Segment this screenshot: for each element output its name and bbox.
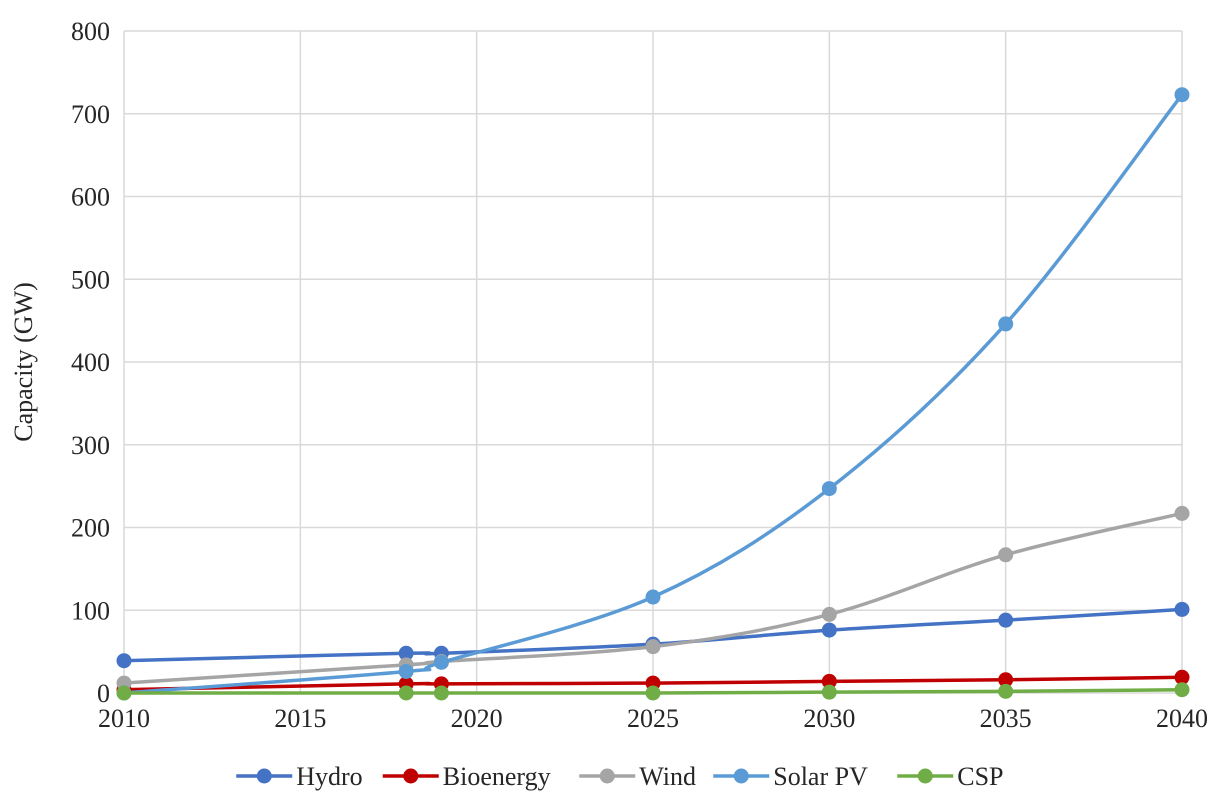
x-tick-label: 2025	[627, 704, 679, 733]
x-tick-label: 2020	[451, 704, 503, 733]
data-point-csp	[116, 685, 132, 701]
data-point-wind	[1174, 505, 1190, 521]
data-point-hydro	[821, 622, 837, 638]
legend-label: Wind	[639, 762, 696, 791]
y-tick-label: 0	[97, 679, 110, 708]
data-point-bioenergy	[998, 672, 1014, 688]
data-point-csp	[998, 683, 1014, 699]
data-point-hydro	[1174, 601, 1190, 617]
legend-item-wind: Wind	[579, 762, 696, 791]
series-group	[116, 87, 1190, 701]
data-point-csp	[821, 684, 837, 700]
axes: 0 100 200 300 400 500 600 700 800 2010 2015 2020 202…	[71, 17, 1208, 733]
data-point-solar-pv	[398, 663, 414, 679]
y-tick-label: 200	[71, 514, 110, 543]
data-point-csp	[398, 685, 414, 701]
data-point-wind	[645, 639, 661, 655]
data-point-csp	[645, 685, 661, 701]
y-tick-label: 500	[71, 265, 110, 294]
y-axis-title: Capacity (GW)	[9, 282, 38, 442]
data-point-wind	[821, 606, 837, 622]
legend: Hydro Bioenergy Wind Solar PV CSP	[236, 762, 1004, 791]
data-point-bioenergy	[821, 673, 837, 689]
data-point-csp	[433, 685, 449, 701]
y-tick-label: 300	[71, 431, 110, 460]
legend-item-hydro: Hydro	[236, 762, 363, 791]
y-tick-label: 100	[71, 596, 110, 625]
series-solar-pv	[116, 87, 1190, 701]
data-point-solar-pv	[1174, 87, 1190, 103]
legend-label: Bioenergy	[443, 762, 551, 791]
x-tick-label: 2015	[274, 704, 326, 733]
legend-item-csp: CSP	[897, 762, 1004, 791]
legend-swatch-marker	[917, 768, 933, 784]
data-point-bioenergy	[1174, 669, 1190, 685]
data-point-hydro	[116, 653, 132, 669]
legend-label: Hydro	[296, 762, 362, 791]
gridlines	[123, 30, 1183, 694]
y-tick-label: 600	[71, 183, 110, 212]
data-point-csp	[1174, 682, 1190, 698]
data-point-solar-pv	[821, 481, 837, 497]
legend-swatch-marker	[599, 768, 615, 784]
legend-label: Solar PV	[773, 762, 868, 791]
legend-item-solar-pv: Solar PV	[713, 762, 868, 791]
y-tick-label: 800	[71, 17, 110, 46]
legend-label: CSP	[957, 762, 1003, 791]
legend-item-bioenergy: Bioenergy	[382, 762, 551, 791]
data-point-solar-pv	[433, 654, 449, 670]
data-point-solar-pv	[998, 316, 1014, 332]
y-tick-label: 700	[71, 100, 110, 129]
data-point-hydro	[998, 612, 1014, 628]
legend-swatch-marker	[403, 768, 419, 784]
data-point-wind	[998, 547, 1014, 563]
x-tick-label: 2035	[980, 704, 1032, 733]
x-tick-label: 2040	[1156, 704, 1208, 733]
legend-swatch-marker	[733, 768, 749, 784]
series-csp	[116, 682, 1190, 701]
legend-swatch-marker	[256, 768, 272, 784]
y-tick-label: 400	[71, 348, 110, 377]
data-point-hydro	[398, 645, 414, 661]
data-point-solar-pv	[645, 589, 661, 605]
x-tick-label: 2010	[98, 704, 150, 733]
x-tick-label: 2030	[803, 704, 855, 733]
